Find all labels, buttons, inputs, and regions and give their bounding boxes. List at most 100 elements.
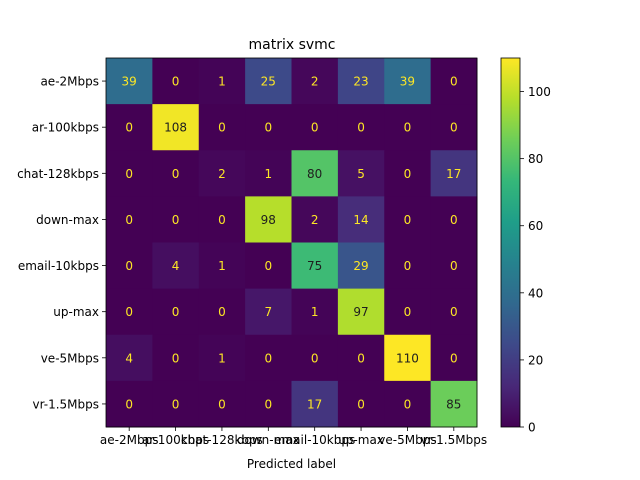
cell-value-label: 1 <box>264 167 272 181</box>
colorbar-tick-label: 80 <box>528 152 543 166</box>
plot-frame <box>105 57 478 428</box>
cell-value-label: 0 <box>404 213 412 227</box>
y-tick-label: down-max <box>36 213 99 227</box>
heatmap-cell <box>291 104 339 151</box>
heatmap-cell <box>198 58 246 105</box>
heatmap-cell <box>106 380 153 428</box>
heatmap-cell <box>430 288 478 336</box>
heatmap-cell <box>291 242 339 290</box>
heatmap-cell <box>152 196 200 243</box>
x-axis-label: Predicted label <box>247 457 336 471</box>
heatmap-cell <box>291 196 339 243</box>
cell-value-label: 0 <box>264 351 272 365</box>
cell-value-label: 0 <box>125 167 133 181</box>
cell-value-label: 2 <box>311 75 319 89</box>
cell-value-label: 0 <box>311 351 319 365</box>
cell-value-label: 4 <box>172 259 180 273</box>
y-tick-label: chat-128kbps <box>17 167 99 181</box>
y-tick-label: up-max <box>53 305 99 319</box>
cell-value-label: 0 <box>125 213 133 227</box>
cell-value-label: 0 <box>264 121 272 135</box>
x-tick-label: ae-2Mbps <box>100 433 159 447</box>
heatmap-cell <box>245 58 292 105</box>
heatmap-cell <box>384 104 432 151</box>
x-tick-label: ar-100kbps <box>142 433 209 447</box>
cell-value-label: 39 <box>122 75 137 89</box>
cell-value-label: 0 <box>450 351 458 365</box>
cell-value-label: 0 <box>172 305 180 319</box>
colorbar-tick-label: 100 <box>528 85 551 99</box>
cell-value-label: 4 <box>125 351 133 365</box>
cell-value-label: 0 <box>172 397 180 411</box>
heatmap-cell <box>384 242 432 290</box>
colorbar-tick-label: 40 <box>528 286 543 300</box>
cell-value-label: 108 <box>164 121 187 135</box>
y-tick-label: ve-5Mbps <box>41 351 99 365</box>
x-tick-label: ve-5Mbps <box>378 433 436 447</box>
heatmap-cell <box>337 150 385 197</box>
colorbar-tick-label: 20 <box>528 353 543 367</box>
cell-value-label: 14 <box>353 213 368 227</box>
cell-value-label: 0 <box>450 305 458 319</box>
heatmap-cell <box>198 380 246 428</box>
heatmap-cell <box>384 58 432 105</box>
cell-value-label: 39 <box>400 75 415 89</box>
heatmap-cell <box>291 58 339 105</box>
cell-value-label: 2 <box>311 213 319 227</box>
heatmap-cell <box>430 334 478 382</box>
heatmap-cell <box>430 104 478 151</box>
colorbar <box>500 57 521 428</box>
cell-value-label: 0 <box>172 167 180 181</box>
heatmap-cell <box>384 288 432 336</box>
heatmap-cell <box>291 288 339 336</box>
heatmap-cell <box>245 104 292 151</box>
heatmap-cell <box>198 196 246 243</box>
cell-value-label: 110 <box>396 351 419 365</box>
cell-value-label: 0 <box>450 213 458 227</box>
heatmap-cell <box>337 334 385 382</box>
heatmap-cell <box>291 150 339 197</box>
cell-value-label: 80 <box>307 167 322 181</box>
colorbar-tick-label: 60 <box>528 219 543 233</box>
cell-value-label: 0 <box>404 167 412 181</box>
cell-value-label: 2 <box>218 167 226 181</box>
cell-value-label: 98 <box>261 213 276 227</box>
cell-value-label: 0 <box>218 305 226 319</box>
heatmap-cell <box>106 58 153 105</box>
x-tick-label: up-max <box>338 433 384 447</box>
cell-value-label: 0 <box>172 75 180 89</box>
heatmap-cell <box>198 150 246 197</box>
heatmap-cell <box>384 196 432 243</box>
y-tick-label: vr-1.5Mbps <box>32 397 99 411</box>
heatmap-cell <box>384 150 432 197</box>
cell-value-label: 17 <box>307 397 322 411</box>
heatmap-cell <box>430 242 478 290</box>
cell-value-label: 0 <box>125 305 133 319</box>
heatmap-cell <box>198 104 246 151</box>
cell-value-label: 0 <box>218 213 226 227</box>
heatmap-cell <box>384 380 432 428</box>
heatmap-cell <box>106 288 153 336</box>
cell-value-label: 97 <box>353 305 368 319</box>
heatmap-cell <box>106 150 153 197</box>
heatmap-cell-labels: 39 0 1 25 2 23 39 00 108 0 0 0 0 0 00 0 2 1 80 5 0 170 0 0 98 2 14… <box>122 75 462 412</box>
heatmap-cell <box>152 242 200 290</box>
heatmap-cell <box>245 288 292 336</box>
y-tick-label: ae-2Mbps <box>40 75 99 89</box>
cell-value-label: 0 <box>404 305 412 319</box>
cell-value-label: 0 <box>264 259 272 273</box>
x-tick-label: vr-1.5Mbps <box>421 433 488 447</box>
heatmap-cell <box>198 334 246 382</box>
cell-value-label: 1 <box>218 259 226 273</box>
heatmap-cell <box>337 104 385 151</box>
cell-value-label: 0 <box>125 121 133 135</box>
cell-value-label: 0 <box>404 259 412 273</box>
cell-value-label: 0 <box>404 397 412 411</box>
heatmap-cell <box>152 380 200 428</box>
cell-value-label: 0 <box>125 397 133 411</box>
x-tick-label: down-max <box>237 433 300 447</box>
cell-value-label: 0 <box>450 259 458 273</box>
heatmap-cell <box>384 334 432 382</box>
cell-value-label: 0 <box>450 121 458 135</box>
